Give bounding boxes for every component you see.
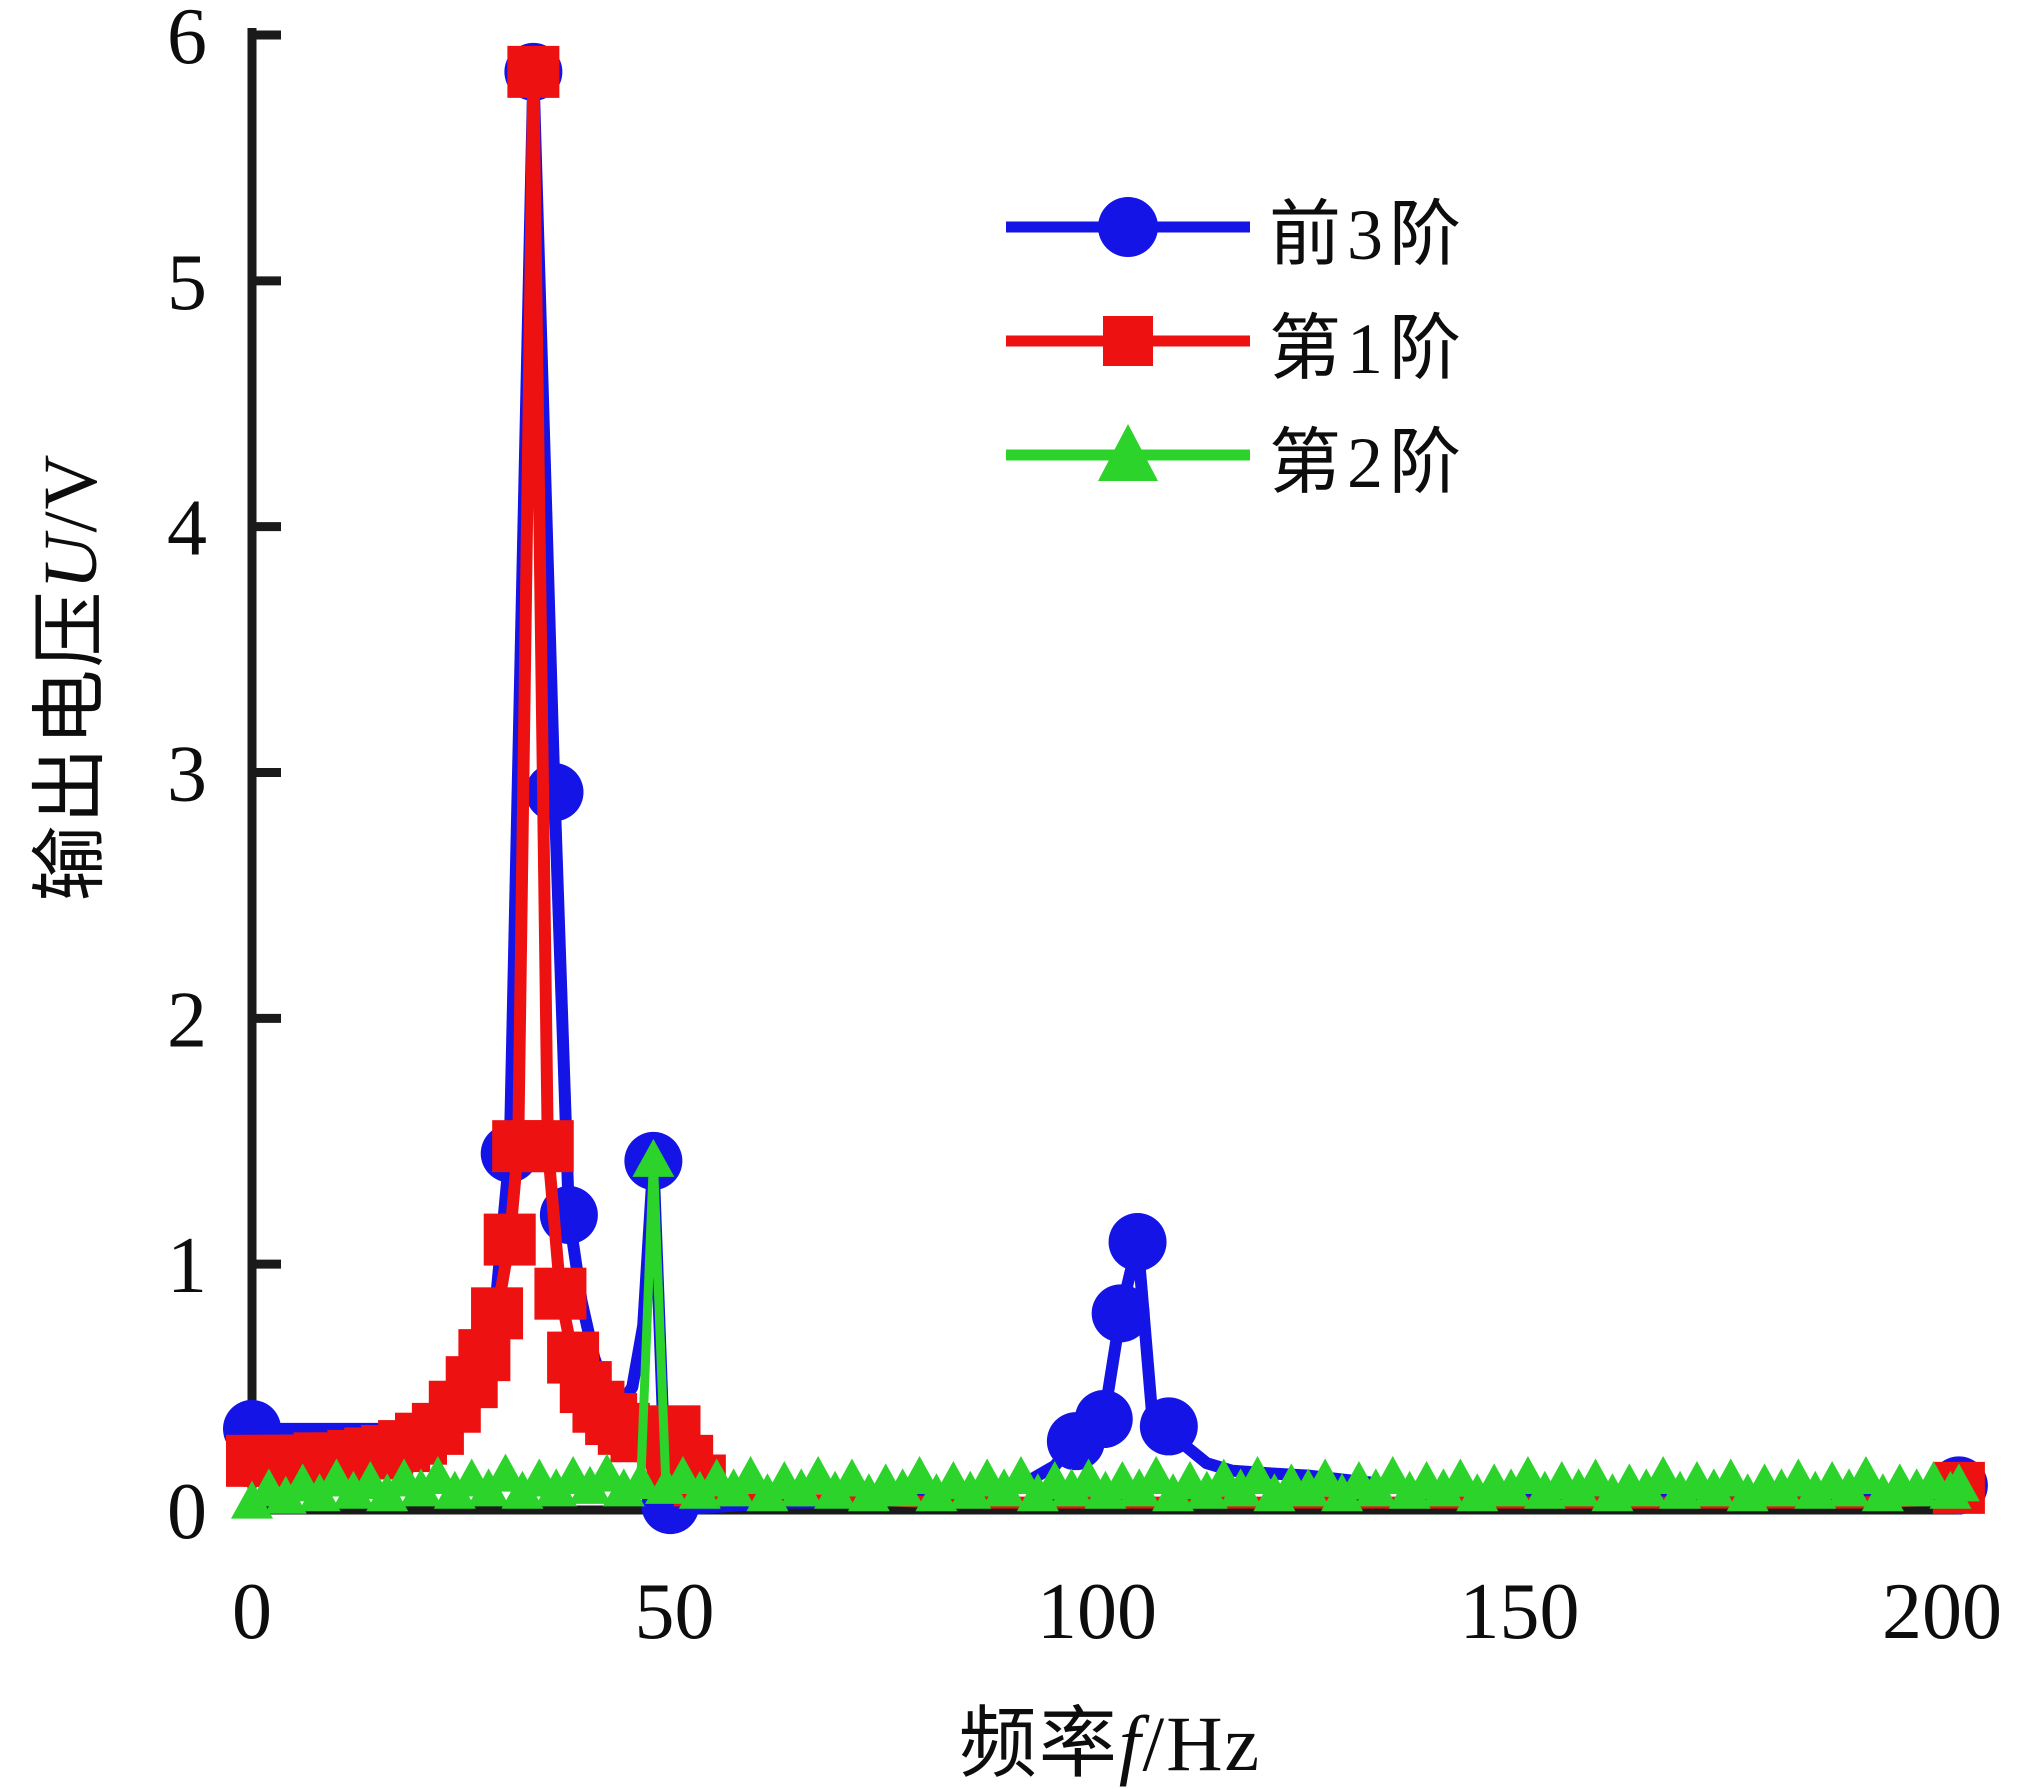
x-axis-title-text: 频率 <box>958 1700 1119 1787</box>
y-tick-label: 2 <box>167 976 207 1064</box>
y-tick-label: 5 <box>167 239 207 327</box>
y-axis-title-var: U <box>29 532 113 590</box>
square-marker <box>483 1213 536 1266</box>
legend-item-0: 前3阶 <box>1003 183 1467 275</box>
triangle-marker <box>1456 1473 1499 1512</box>
square-marker <box>507 45 560 98</box>
triangle-marker <box>847 1473 890 1512</box>
square-marker <box>534 1267 587 1320</box>
legend-label-0: 前3阶 <box>1269 194 1468 275</box>
y-tick-label: 0 <box>167 1468 207 1556</box>
x-tick-label: 0 <box>232 1568 272 1656</box>
triangle-marker <box>619 1460 662 1499</box>
circle-marker <box>1139 1397 1198 1456</box>
triangle-marker <box>1692 1468 1735 1507</box>
triangle-marker <box>1659 1470 1702 1509</box>
y-tick-label: 6 <box>167 0 207 81</box>
legend-item-2: 第2阶 <box>1003 411 1467 503</box>
legend-label-1: 第1阶 <box>1269 308 1468 389</box>
y-tick-label: 1 <box>167 1222 207 1310</box>
circle-marker <box>1074 1390 1133 1449</box>
triangle-marker <box>1794 1470 1837 1509</box>
x-axis-title: 频率f/Hz <box>959 1681 1261 1789</box>
triangle-marker <box>1084 1470 1127 1509</box>
y-axis-title-unit: /V <box>29 452 113 533</box>
y-tick-label: 3 <box>167 731 207 819</box>
triangle-marker <box>1388 1470 1431 1509</box>
x-tick-label: 50 <box>635 1568 715 1656</box>
square-marker <box>521 1120 574 1173</box>
triangle-marker <box>999 1456 1042 1495</box>
legend-marker-square <box>1006 316 1250 366</box>
square-icon <box>1103 316 1153 366</box>
triangle-marker <box>632 1138 675 1177</box>
y-tick-label: 4 <box>167 485 207 573</box>
circle-marker <box>1108 1213 1167 1272</box>
legend-marker-triangle <box>1006 424 1250 481</box>
triangle-marker <box>484 1453 527 1492</box>
square-marker <box>471 1287 524 1340</box>
triangle-marker <box>1253 1473 1296 1512</box>
triangle-marker <box>332 1470 375 1509</box>
triangle-marker <box>898 1456 941 1495</box>
legend-item-1: 第1阶 <box>1003 297 1467 389</box>
triangle-marker <box>1557 1468 1600 1507</box>
y-axis-title: 输出电压U/V <box>8 453 118 902</box>
x-axis-title-unit: /Hz <box>1142 1700 1262 1787</box>
triangle-marker <box>1844 1456 1887 1495</box>
x-tick-label: 150 <box>1460 1568 1580 1656</box>
triangle-marker <box>1861 1473 1904 1512</box>
triangle-marker <box>1135 1456 1178 1495</box>
x-tick-label: 200 <box>1882 1568 2002 1656</box>
legend: 前3阶第1阶第2阶 <box>1003 183 1467 525</box>
triangle-marker <box>1050 1468 1093 1507</box>
triangle-marker <box>1287 1468 1330 1507</box>
triangle-marker <box>1937 1463 1980 1502</box>
triangle-marker <box>1422 1468 1465 1507</box>
circle-icon <box>1098 197 1158 257</box>
triangle-marker <box>1236 1456 1279 1495</box>
circle-marker <box>1091 1284 1150 1343</box>
triangle-icon <box>1098 424 1158 481</box>
legend-label-2: 第2阶 <box>1269 422 1468 503</box>
x-tick-label: 100 <box>1037 1568 1157 1656</box>
triangle-marker <box>1523 1470 1566 1509</box>
circle-marker <box>525 763 584 822</box>
triangle-marker <box>1760 1468 1803 1507</box>
legend-marker-circle <box>1006 197 1250 257</box>
triangle-marker <box>1726 1473 1769 1512</box>
y-axis-title-text: 输出电压 <box>29 589 113 902</box>
x-axis-title-var: f <box>1118 1700 1143 1787</box>
triangle-marker <box>729 1456 772 1495</box>
triangle-marker <box>645 1465 688 1504</box>
triangle-marker <box>1591 1473 1634 1512</box>
